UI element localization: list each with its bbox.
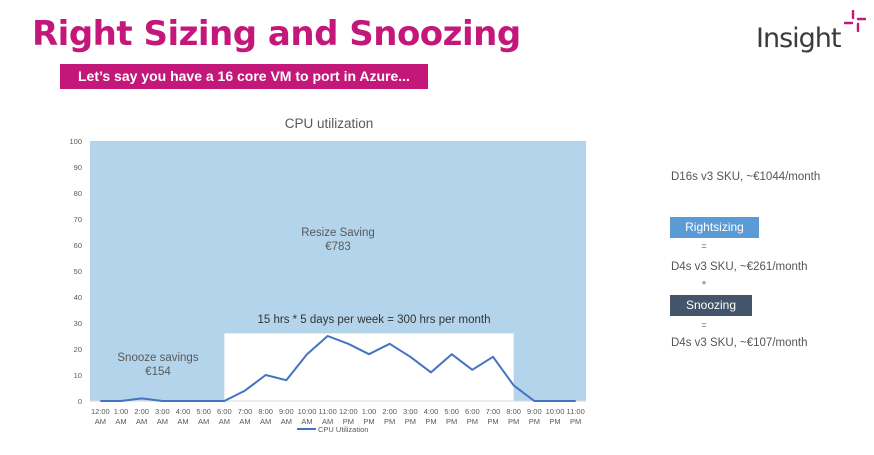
hours-note: 15 hrs * 5 days per week = 300 hrs per m… [257,314,490,326]
y-tick-label: 60 [74,241,82,250]
x-tick-label: 7:00 PM [486,407,501,426]
plus-sign: + [701,278,707,288]
x-tick-label: 9:00 AM [279,407,294,426]
x-tick-label: 1:00 AM [114,407,129,426]
y-tick-label: 10 [74,371,82,380]
x-tick-label: 2:00 PM [382,407,397,426]
x-tick-label: 4:00 AM [176,407,191,426]
x-tick-label: 3:00 PM [403,407,418,426]
x-tick-label: 12:00 AM [91,407,110,426]
x-tick-label: 9:00 PM [527,407,542,426]
chart-title: CPU utilization [285,116,374,131]
insight-logo: Insight [756,10,868,54]
series-line-cpu-utilization [100,335,576,402]
equals-sign: = [701,320,707,330]
rightsizing-box: Rightsizing [670,217,759,238]
x-tick-label: 6:00 AM [217,407,232,426]
snoozing-box: Snoozing [670,295,752,316]
page-title: Right Sizing and Snoozing [32,14,521,54]
snooze-savings-value: €154 [145,366,171,378]
x-tick-label: 1:00 PM [362,407,377,426]
x-tick-label: 10:00 PM [546,407,565,426]
y-tick-label: 20 [74,345,82,354]
x-tick-label: 6:00 PM [465,407,480,426]
chart-legend: CPU Utilization [297,425,368,434]
x-tick-label: 11:00 PM [567,407,585,426]
x-tick-label: 11:00 AM [319,407,337,426]
x-tick-label: 8:00 PM [506,407,521,426]
subtitle-banner: Let’s say you have a 16 core VM to port … [60,64,428,89]
rightsized-sku: D4s v3 SKU, ~€261/month [671,261,808,273]
y-tick-label: 70 [74,215,82,224]
y-tick-label: 80 [74,189,82,198]
x-tick-label: 7:00 AM [238,407,253,426]
logo-text: Insight [756,23,841,54]
x-tick-label: 4:00 PM [424,407,439,426]
equals-sign: = [701,241,707,251]
x-tick-label: 12:00 PM [339,407,358,426]
x-tick-label: 5:00 PM [444,407,459,426]
snooze-savings-label: Snooze savings [117,352,198,364]
legend-label: CPU Utilization [318,425,368,434]
resize-saving-label: Resize Saving [301,227,375,239]
current-sku: D16s v3 SKU, ~€1044/month [671,171,821,183]
business-hours-window [224,333,514,401]
y-tick-label: 40 [74,293,82,302]
x-tick-label: 10:00 AM [298,407,317,426]
snoozed-sku: D4s v3 SKU, ~€107/month [671,337,808,349]
x-tick-label: 2:00 AM [134,407,149,426]
y-tick-label: 30 [74,319,82,328]
cpu-utilization-chart: CPU utilization 0 10 20 30 40 50 60 70 80 90 100 12… [69,116,586,434]
y-tick-label: 100 [69,137,82,146]
y-tick-label: 90 [74,163,82,172]
logo-mark-icon [844,10,866,32]
x-tick-label: 5:00 AM [196,407,211,426]
y-tick-label: 0 [78,397,82,406]
y-tick-label: 50 [74,267,82,276]
x-tick-label: 3:00 AM [155,407,170,426]
resize-saving-value: €783 [325,241,351,253]
x-tick-label: 8:00 AM [258,407,273,426]
